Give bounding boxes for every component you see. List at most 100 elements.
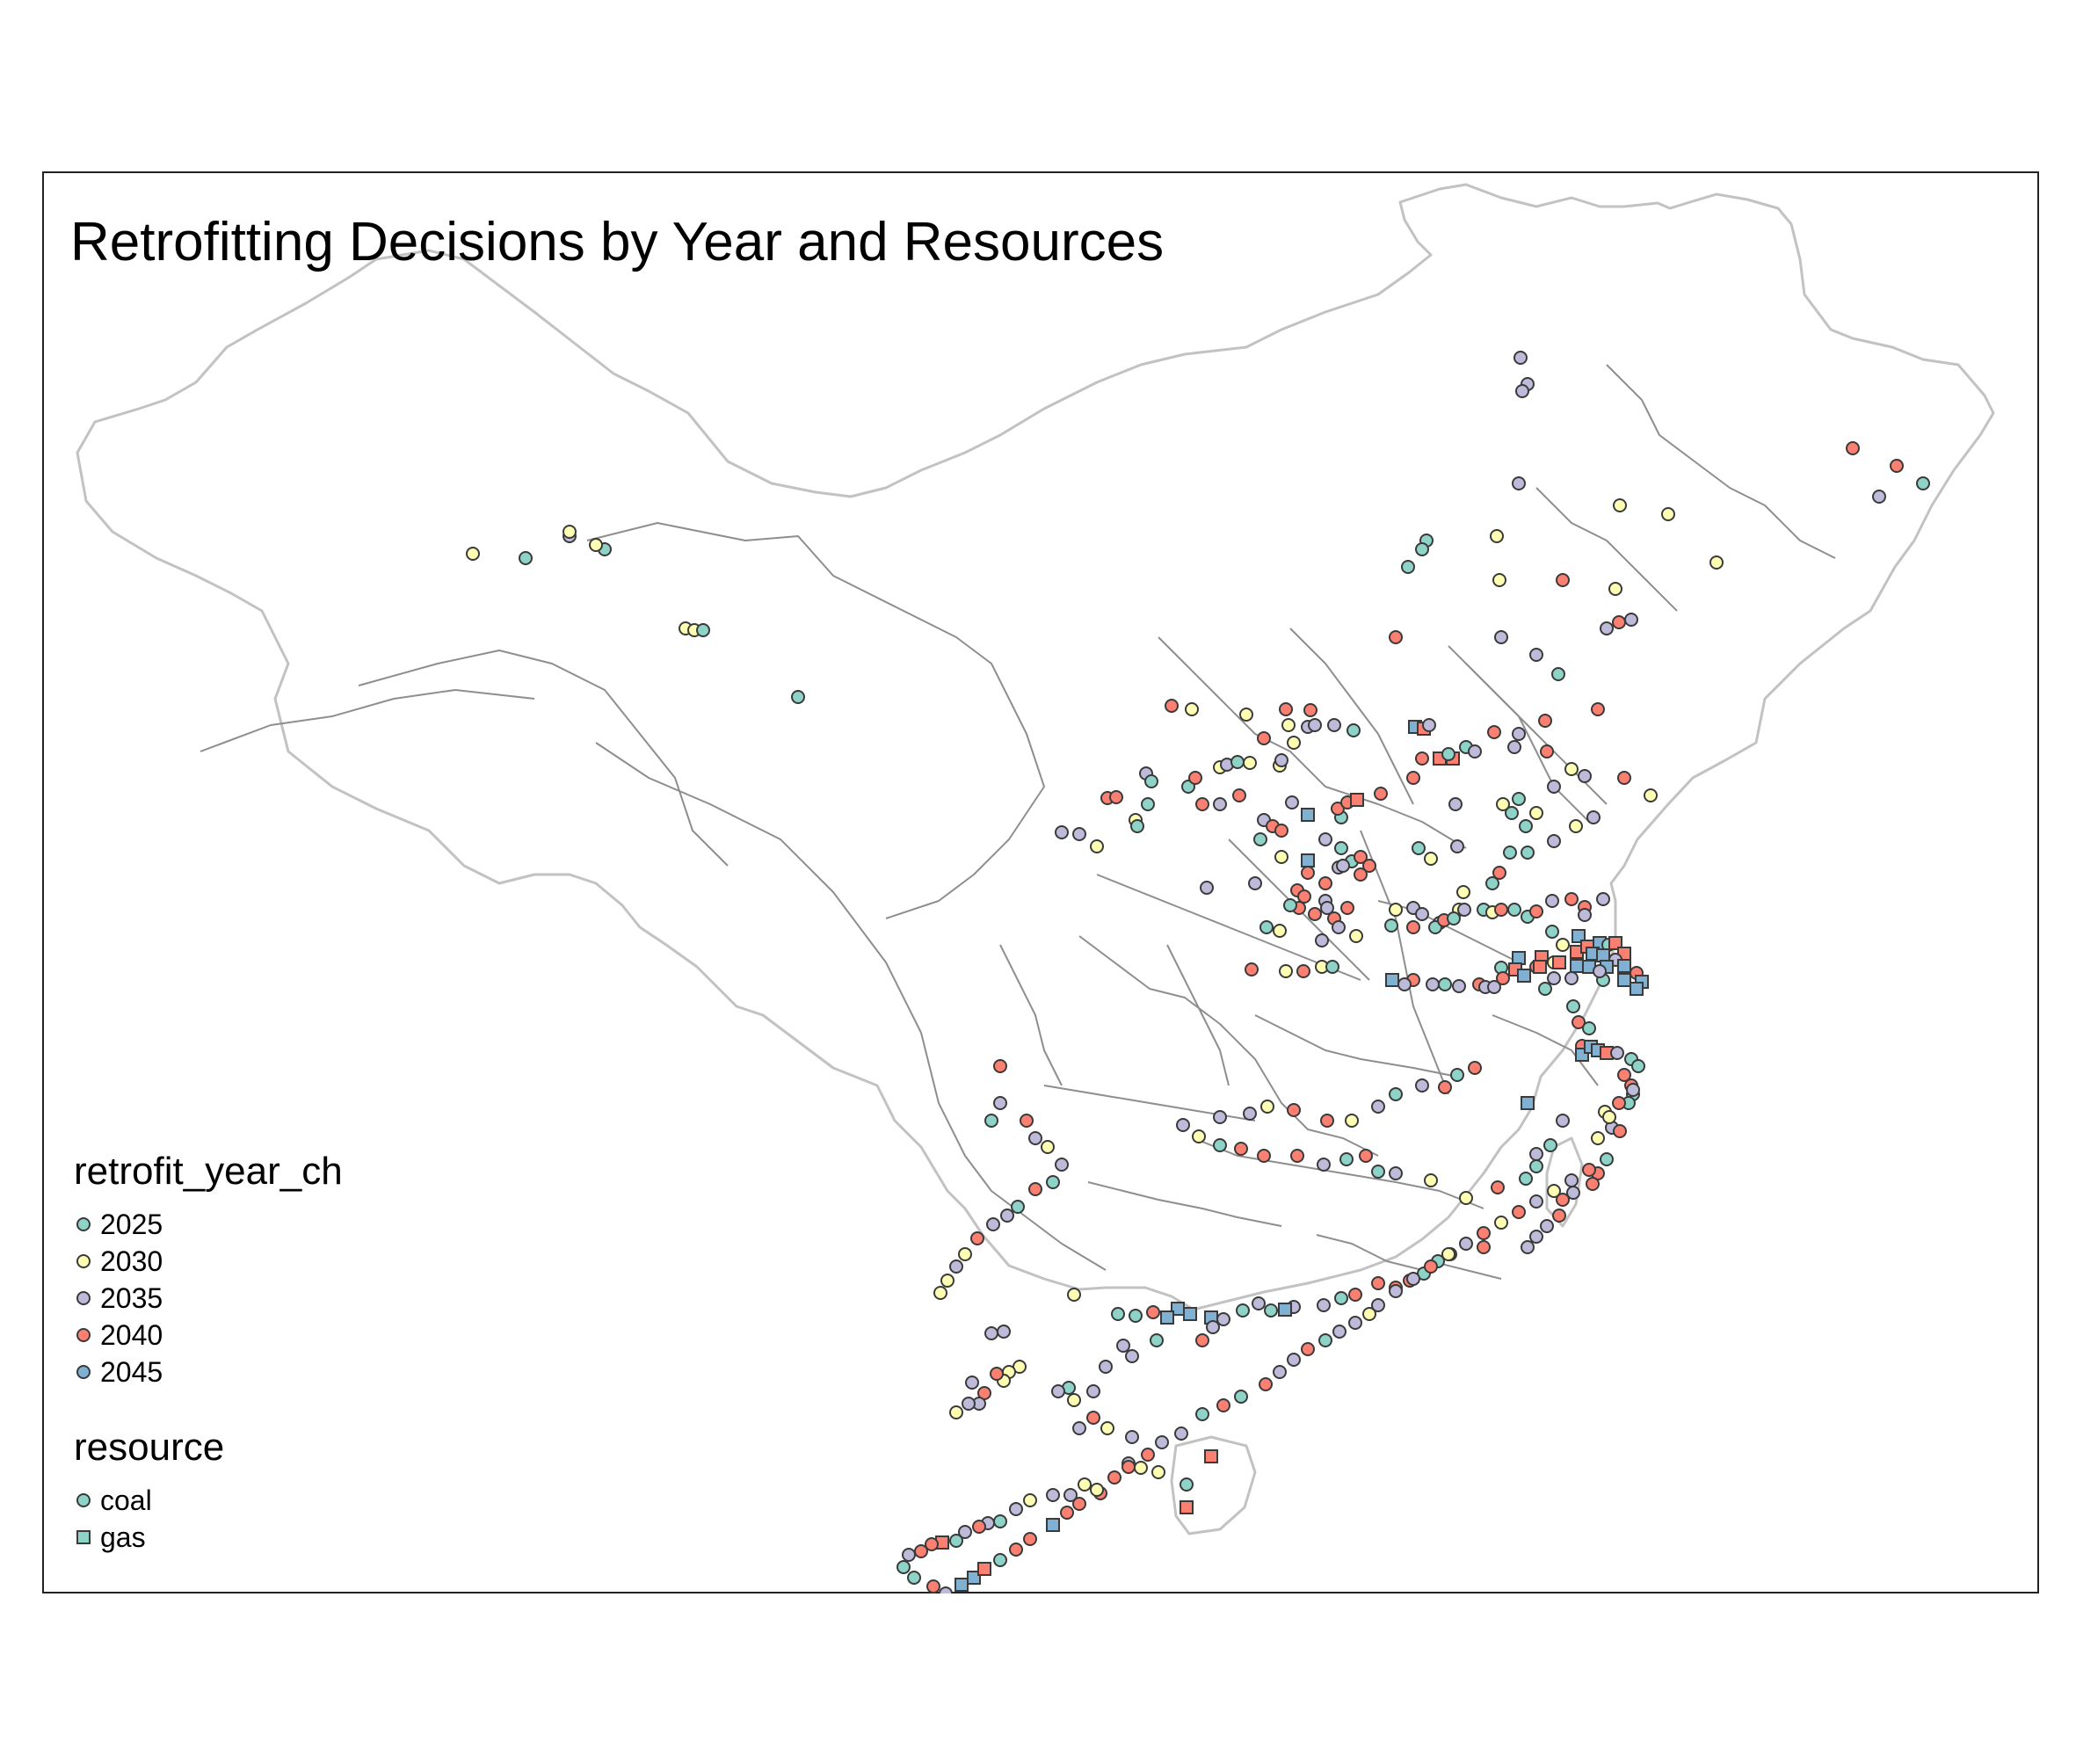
coal-plant-marker <box>1281 718 1296 732</box>
coal-plant-marker <box>1624 613 1638 627</box>
coal-plant-marker <box>1308 907 1322 921</box>
coal-plant-marker <box>1216 1312 1230 1326</box>
coal-plant-marker <box>1279 702 1293 716</box>
coal-plant-marker <box>1041 1140 1055 1154</box>
coal-plant-marker <box>1243 1107 1257 1121</box>
coal-plant-marker <box>1487 980 1501 994</box>
coal-plant-marker <box>1415 751 1429 766</box>
coal-plant-marker <box>1020 1114 1034 1128</box>
legend-item-gas: gas <box>74 1519 224 1556</box>
coal-plant-marker <box>1538 714 1552 728</box>
coal-plant-marker <box>949 1534 963 1548</box>
coal-plant-marker <box>1078 1477 1092 1492</box>
coal-plant-marker <box>1063 1488 1078 1502</box>
coal-plant-marker <box>1285 795 1299 809</box>
coal-plant-marker <box>958 1247 972 1261</box>
coal-plant-marker <box>1529 904 1543 918</box>
coal-plant-marker <box>1151 1465 1165 1479</box>
coal-plant-marker <box>1552 1209 1566 1223</box>
coal-plant-marker <box>1259 920 1274 934</box>
circle-icon <box>76 1365 91 1379</box>
coal-plant-marker <box>1332 920 1346 934</box>
coal-plant-marker <box>1401 560 1415 574</box>
hainan-outline <box>1170 1435 1257 1535</box>
coal-plant-marker <box>1141 797 1155 811</box>
coal-plant-marker <box>1028 1182 1042 1196</box>
coal-plant-marker <box>1593 964 1607 978</box>
gas-plant-marker <box>1160 1310 1174 1325</box>
coal-plant-marker <box>1384 918 1398 933</box>
legend-item-2025: 2025 <box>74 1206 343 1243</box>
coal-plant-marker <box>1397 977 1412 991</box>
coal-plant-marker <box>1318 876 1332 890</box>
coal-plant-marker <box>1503 846 1517 860</box>
coal-plant-marker <box>1230 755 1245 769</box>
coal-plant-marker <box>1090 1483 1104 1497</box>
coal-plant-marker <box>1389 1166 1403 1180</box>
coal-plant-marker <box>1406 920 1420 934</box>
coal-plant-marker <box>1296 964 1310 978</box>
coal-plant-marker <box>1371 1165 1385 1179</box>
coal-plant-marker <box>1507 903 1521 917</box>
coal-plant-marker <box>1626 1083 1640 1097</box>
coal-plant-marker <box>1406 1272 1420 1286</box>
coal-plant-marker <box>1315 933 1329 947</box>
coal-plant-marker <box>1318 832 1332 846</box>
gas-plant-marker <box>967 1571 981 1585</box>
coal-plant-marker <box>1890 459 1904 473</box>
coal-plant-marker <box>1529 1230 1543 1244</box>
coal-plant-marker <box>1362 859 1376 873</box>
legend-label: coal <box>100 1484 152 1516</box>
coal-plant-marker <box>1192 1129 1206 1143</box>
coal-plant-marker <box>1457 903 1471 917</box>
coal-plant-marker <box>1709 555 1724 570</box>
coal-plant-marker <box>1582 1163 1596 1177</box>
coal-plant-marker <box>1512 727 1526 741</box>
coal-plant-marker <box>940 1274 955 1288</box>
circle-icon <box>76 1291 91 1305</box>
coal-plant-marker <box>1389 1087 1403 1101</box>
coal-plant-marker <box>1371 1298 1385 1312</box>
coal-plant-marker <box>1586 810 1601 824</box>
gas-plant-marker <box>1301 808 1315 822</box>
coal-plant-marker <box>1547 971 1561 985</box>
coal-plant-marker <box>1494 903 1508 917</box>
coal-plant-marker <box>1564 892 1579 906</box>
coal-plant-marker <box>986 1217 1000 1231</box>
coal-plant-marker <box>1234 1390 1248 1404</box>
coal-plant-marker <box>696 623 710 637</box>
coal-plant-marker <box>993 1553 1007 1567</box>
coal-plant-marker <box>1586 1177 1600 1191</box>
gas-plant-marker <box>1385 973 1399 987</box>
coal-plant-marker <box>1116 1339 1130 1353</box>
coal-plant-marker <box>1055 1158 1069 1172</box>
coal-plant-marker <box>1141 1448 1155 1462</box>
coal-plant-marker <box>1274 753 1288 767</box>
coal-plant-marker <box>1519 1172 1533 1186</box>
coal-plant-marker <box>949 1259 963 1274</box>
coal-plant-marker <box>1129 1309 1143 1323</box>
coal-plant-marker <box>907 1571 921 1585</box>
coal-plant-marker <box>1521 1240 1535 1254</box>
coal-plant-marker <box>1297 889 1311 904</box>
coal-plant-marker <box>1287 1353 1301 1367</box>
coal-plant-marker <box>1424 852 1438 866</box>
coal-plant-marker <box>1188 771 1202 785</box>
gas-plant-marker <box>1608 936 1622 950</box>
coal-plant-marker <box>1406 771 1420 785</box>
coal-plant-marker <box>1661 507 1675 521</box>
coal-plant-marker <box>926 1579 940 1593</box>
coal-plant-marker <box>1051 1384 1065 1398</box>
map-title: Retrofitting Decisions by Year and Resou… <box>70 212 1165 272</box>
coal-plant-marker <box>1438 977 1452 991</box>
coal-plant-marker <box>1450 1068 1464 1082</box>
legend-resource-title: resource <box>74 1426 225 1469</box>
coal-plant-marker <box>1485 876 1499 890</box>
coal-plant-marker <box>1612 615 1626 629</box>
coal-plant-marker <box>1371 1100 1385 1114</box>
coal-plant-marker <box>1099 1360 1113 1374</box>
coal-plant-marker <box>1146 1305 1160 1319</box>
coal-plant-marker <box>1257 731 1271 745</box>
coal-plant-marker <box>1494 630 1508 644</box>
coal-plant-marker <box>1273 924 1287 938</box>
